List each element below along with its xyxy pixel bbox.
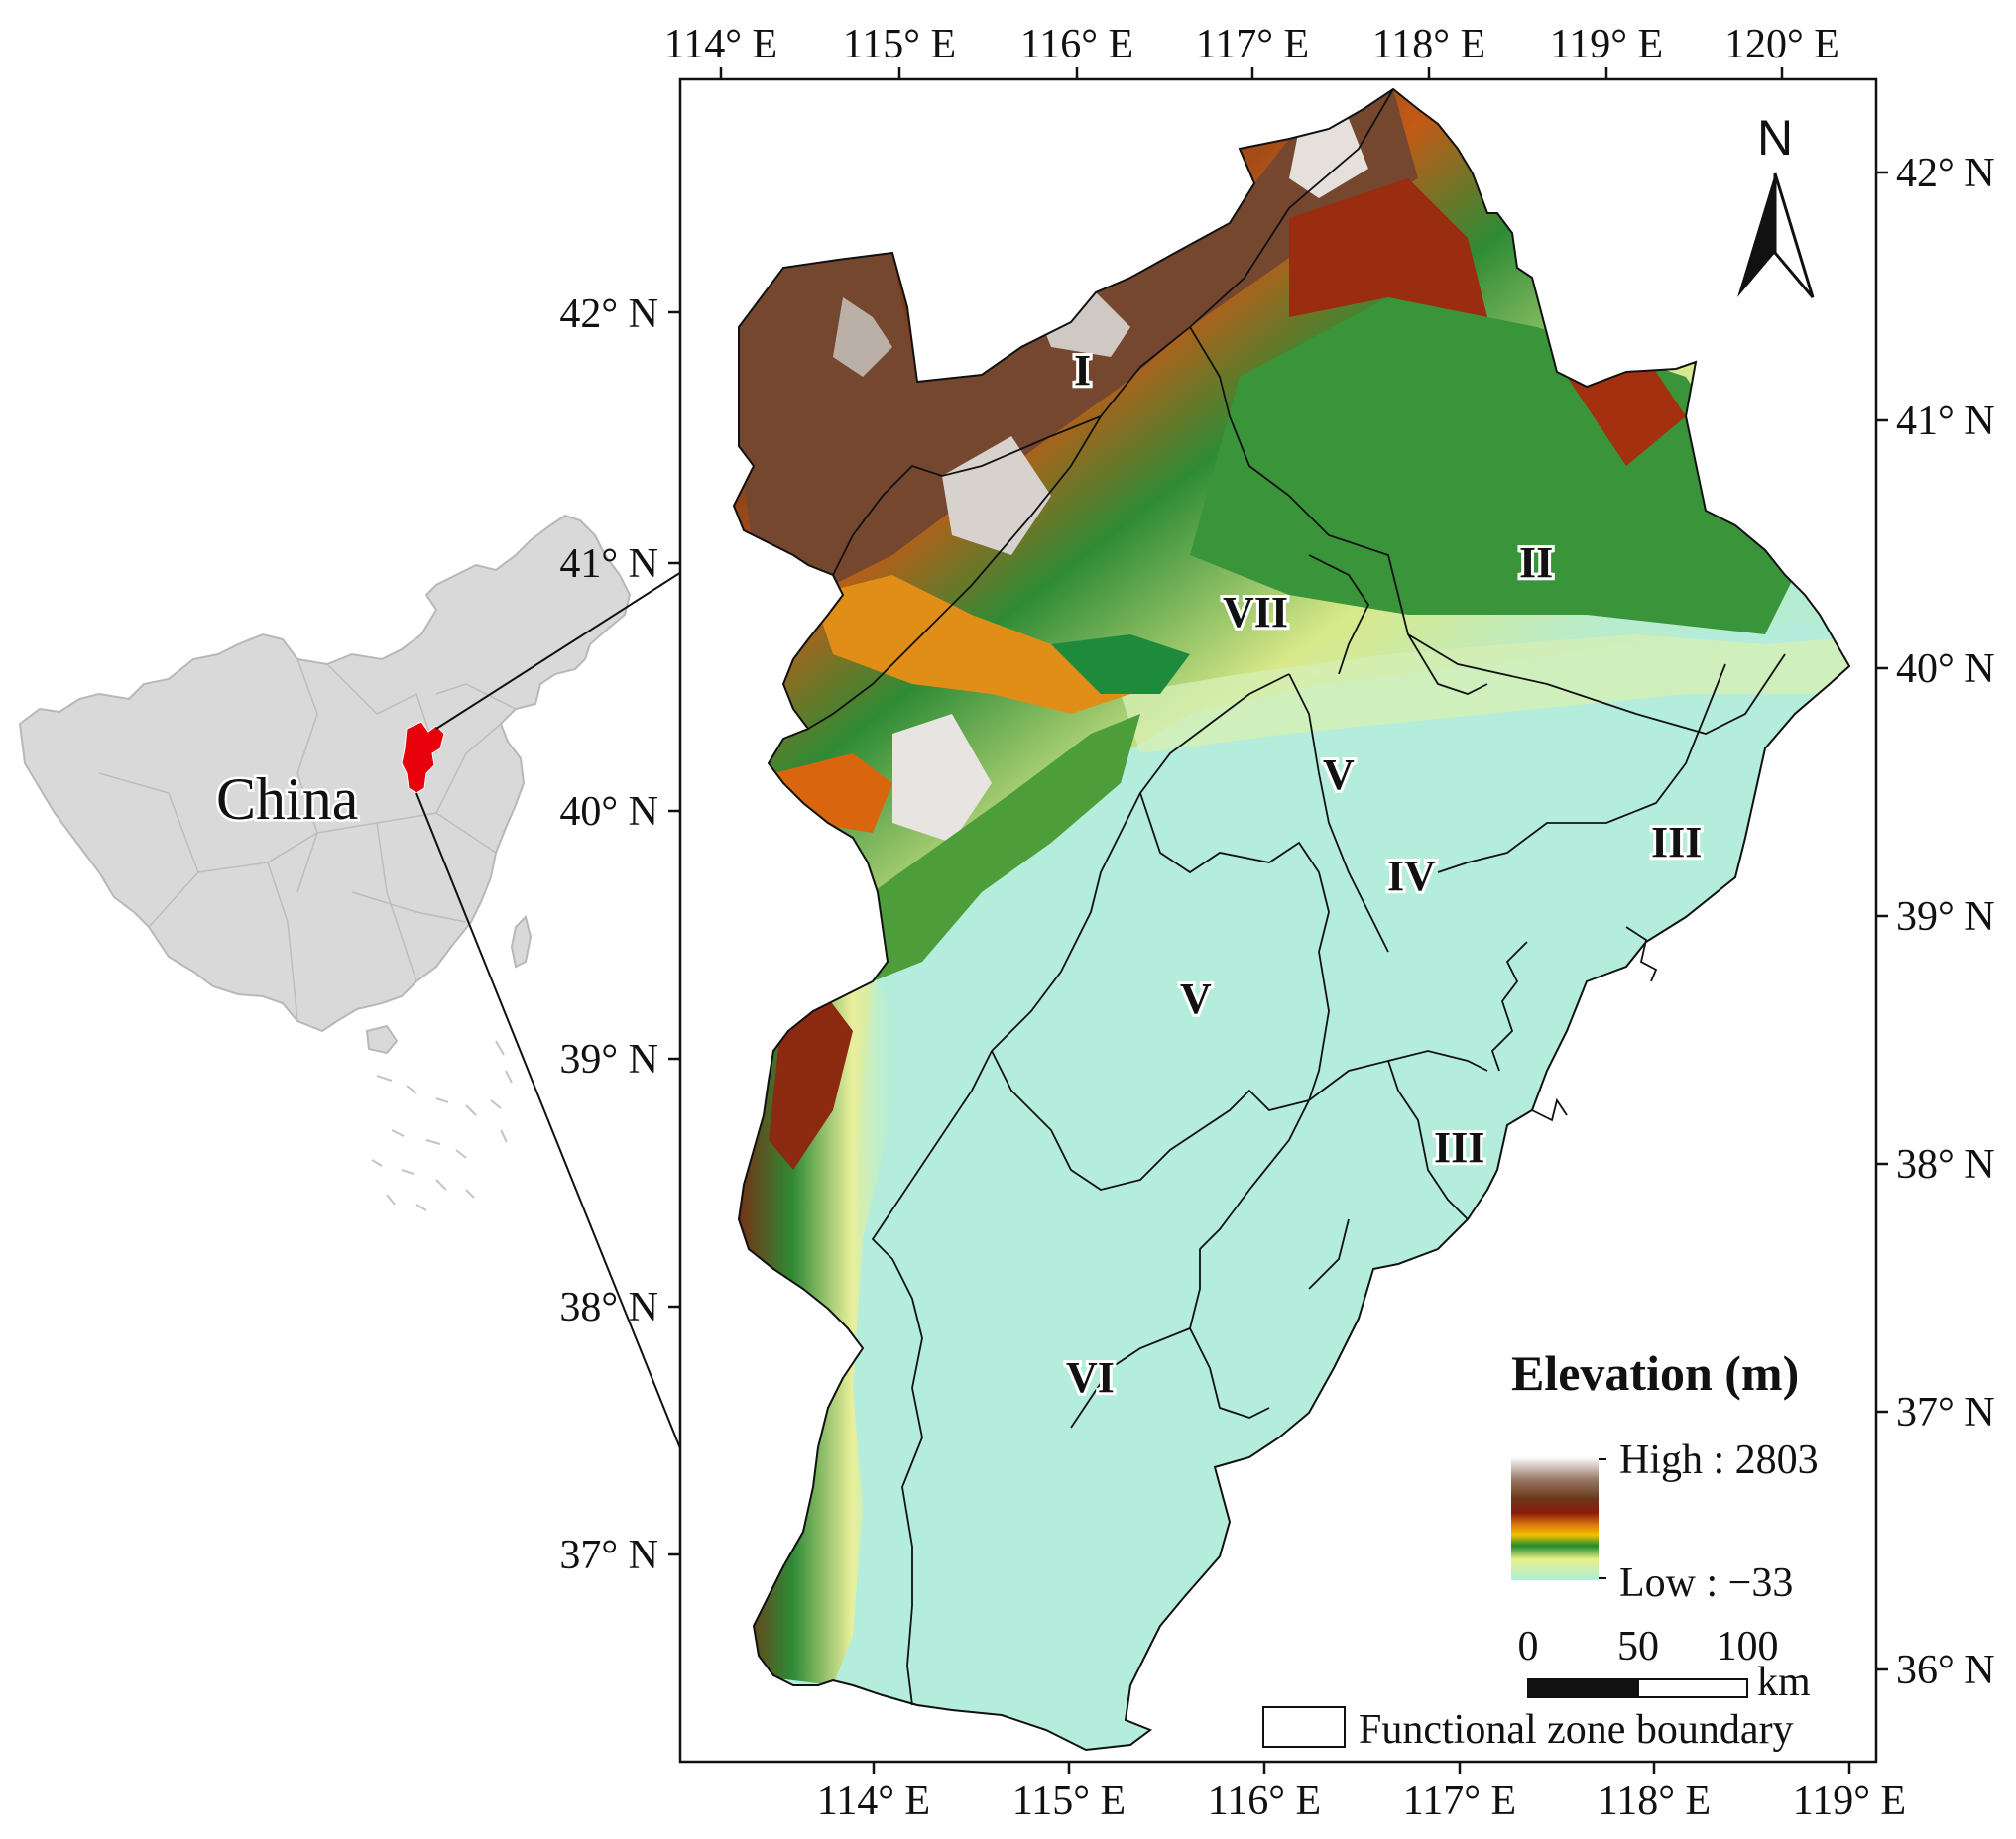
right-tick-label: 38° N: [1896, 1142, 1995, 1188]
top-tick-label: 116° E: [1020, 22, 1133, 67]
top-tick-label: 114° E: [664, 22, 777, 67]
china-label: China: [216, 766, 358, 832]
north-arrow: N: [1737, 110, 1815, 298]
bottom-tick-label: 114° E: [817, 1779, 930, 1824]
axis-ticks: [668, 67, 1888, 1774]
elevation-color-ramp: [1511, 1457, 1599, 1580]
main-map: I II III III IV V V VI VII: [559, 22, 1994, 1824]
study-area-outline: [732, 87, 1851, 1752]
study-area-highlight: [401, 721, 445, 794]
zone-label-vi: VI: [1066, 1353, 1115, 1402]
coastline-detail: [1490, 926, 1658, 1122]
china-province-lines: [98, 658, 517, 1022]
north-arrow-icon: [1737, 173, 1775, 297]
left-tick-label: 38° N: [559, 1285, 658, 1330]
bottom-axis-labels: 114° E 115° E 116° E 117° E 118° E 119° …: [817, 1779, 1906, 1824]
scale-bar-white-segment: [1637, 1678, 1748, 1698]
bottom-tick-label: 118° E: [1598, 1779, 1711, 1824]
china-inset-map: China: [18, 514, 757, 1637]
legend-low-label: Low : −33: [1619, 1560, 1793, 1606]
right-tick-label: 36° N: [1896, 1648, 1995, 1693]
scale-tick-50: 50: [1617, 1624, 1659, 1669]
functional-zone-boundaries: [807, 88, 1786, 1706]
left-tick-label: 41° N: [559, 541, 658, 587]
top-tick-label: 117° E: [1196, 22, 1309, 67]
boundary-legend-label: Functional zone boundary: [1359, 1707, 1794, 1753]
zone-label-ii: II: [1519, 538, 1553, 587]
north-arrow-label: N: [1757, 110, 1793, 166]
legend-title: Elevation (m): [1511, 1345, 1799, 1401]
south-china-sea-islands: [371, 1040, 513, 1211]
scale-bar: 0 50 100 km: [1518, 1624, 1812, 1705]
elevation-legend: Elevation (m) High : 2803 Low : −33: [1511, 1345, 1819, 1606]
zone-label-v-north: V: [1323, 750, 1355, 799]
boundary-legend-swatch: [1262, 1706, 1346, 1748]
left-tick-label: 39° N: [559, 1037, 658, 1083]
left-tick-label: 37° N: [559, 1533, 658, 1578]
top-tick-label: 120° E: [1724, 22, 1839, 67]
top-tick-label: 119° E: [1550, 22, 1663, 67]
bottom-tick-label: 119° E: [1793, 1779, 1906, 1824]
right-tick-label: 40° N: [1896, 646, 1995, 692]
zone-labels: I II III III IV V V VI VII: [1063, 343, 1705, 1405]
top-tick-label: 115° E: [843, 22, 956, 67]
zone-label-iii-south: III: [1434, 1123, 1484, 1172]
zone-label-vii: VII: [1223, 588, 1288, 636]
scale-unit: km: [1757, 1660, 1811, 1705]
bottom-tick-label: 117° E: [1403, 1779, 1516, 1824]
zone-label-iv: IV: [1387, 852, 1436, 900]
right-tick-label: 42° N: [1896, 151, 1995, 196]
zone-label-i: I: [1074, 346, 1091, 395]
right-tick-label: 37° N: [1896, 1390, 1995, 1436]
china-landmass: [18, 514, 632, 1033]
left-tick-label: 40° N: [559, 789, 658, 835]
top-tick-label: 118° E: [1372, 22, 1485, 67]
hainan-island: [365, 1024, 399, 1055]
scale-tick-0: 0: [1518, 1624, 1539, 1669]
left-tick-label: 42° N: [559, 291, 658, 337]
scale-tick-100: 100: [1717, 1624, 1779, 1669]
zone-label-iii-north: III: [1651, 818, 1702, 866]
boundary-legend: Functional zone boundary: [1262, 1706, 1794, 1753]
right-tick-label: 39° N: [1896, 894, 1995, 940]
bottom-tick-label: 115° E: [1012, 1779, 1126, 1824]
scale-bar-black-segment: [1527, 1678, 1639, 1698]
right-tick-label: 41° N: [1896, 399, 1995, 444]
right-axis-labels: 42° N 41° N 40° N 39° N 38° N 37° N 36° …: [1896, 151, 1995, 1693]
legend-high-label: High : 2803: [1619, 1437, 1819, 1483]
top-axis-labels: 114° E 115° E 116° E 117° E 118° E 119° …: [664, 22, 1839, 67]
taiwan-island: [510, 915, 533, 969]
left-axis-labels: 42° N 41° N 40° N 39° N 38° N 37° N: [559, 291, 658, 1578]
zone-label-v-south: V: [1180, 975, 1212, 1023]
bottom-tick-label: 116° E: [1208, 1779, 1321, 1824]
